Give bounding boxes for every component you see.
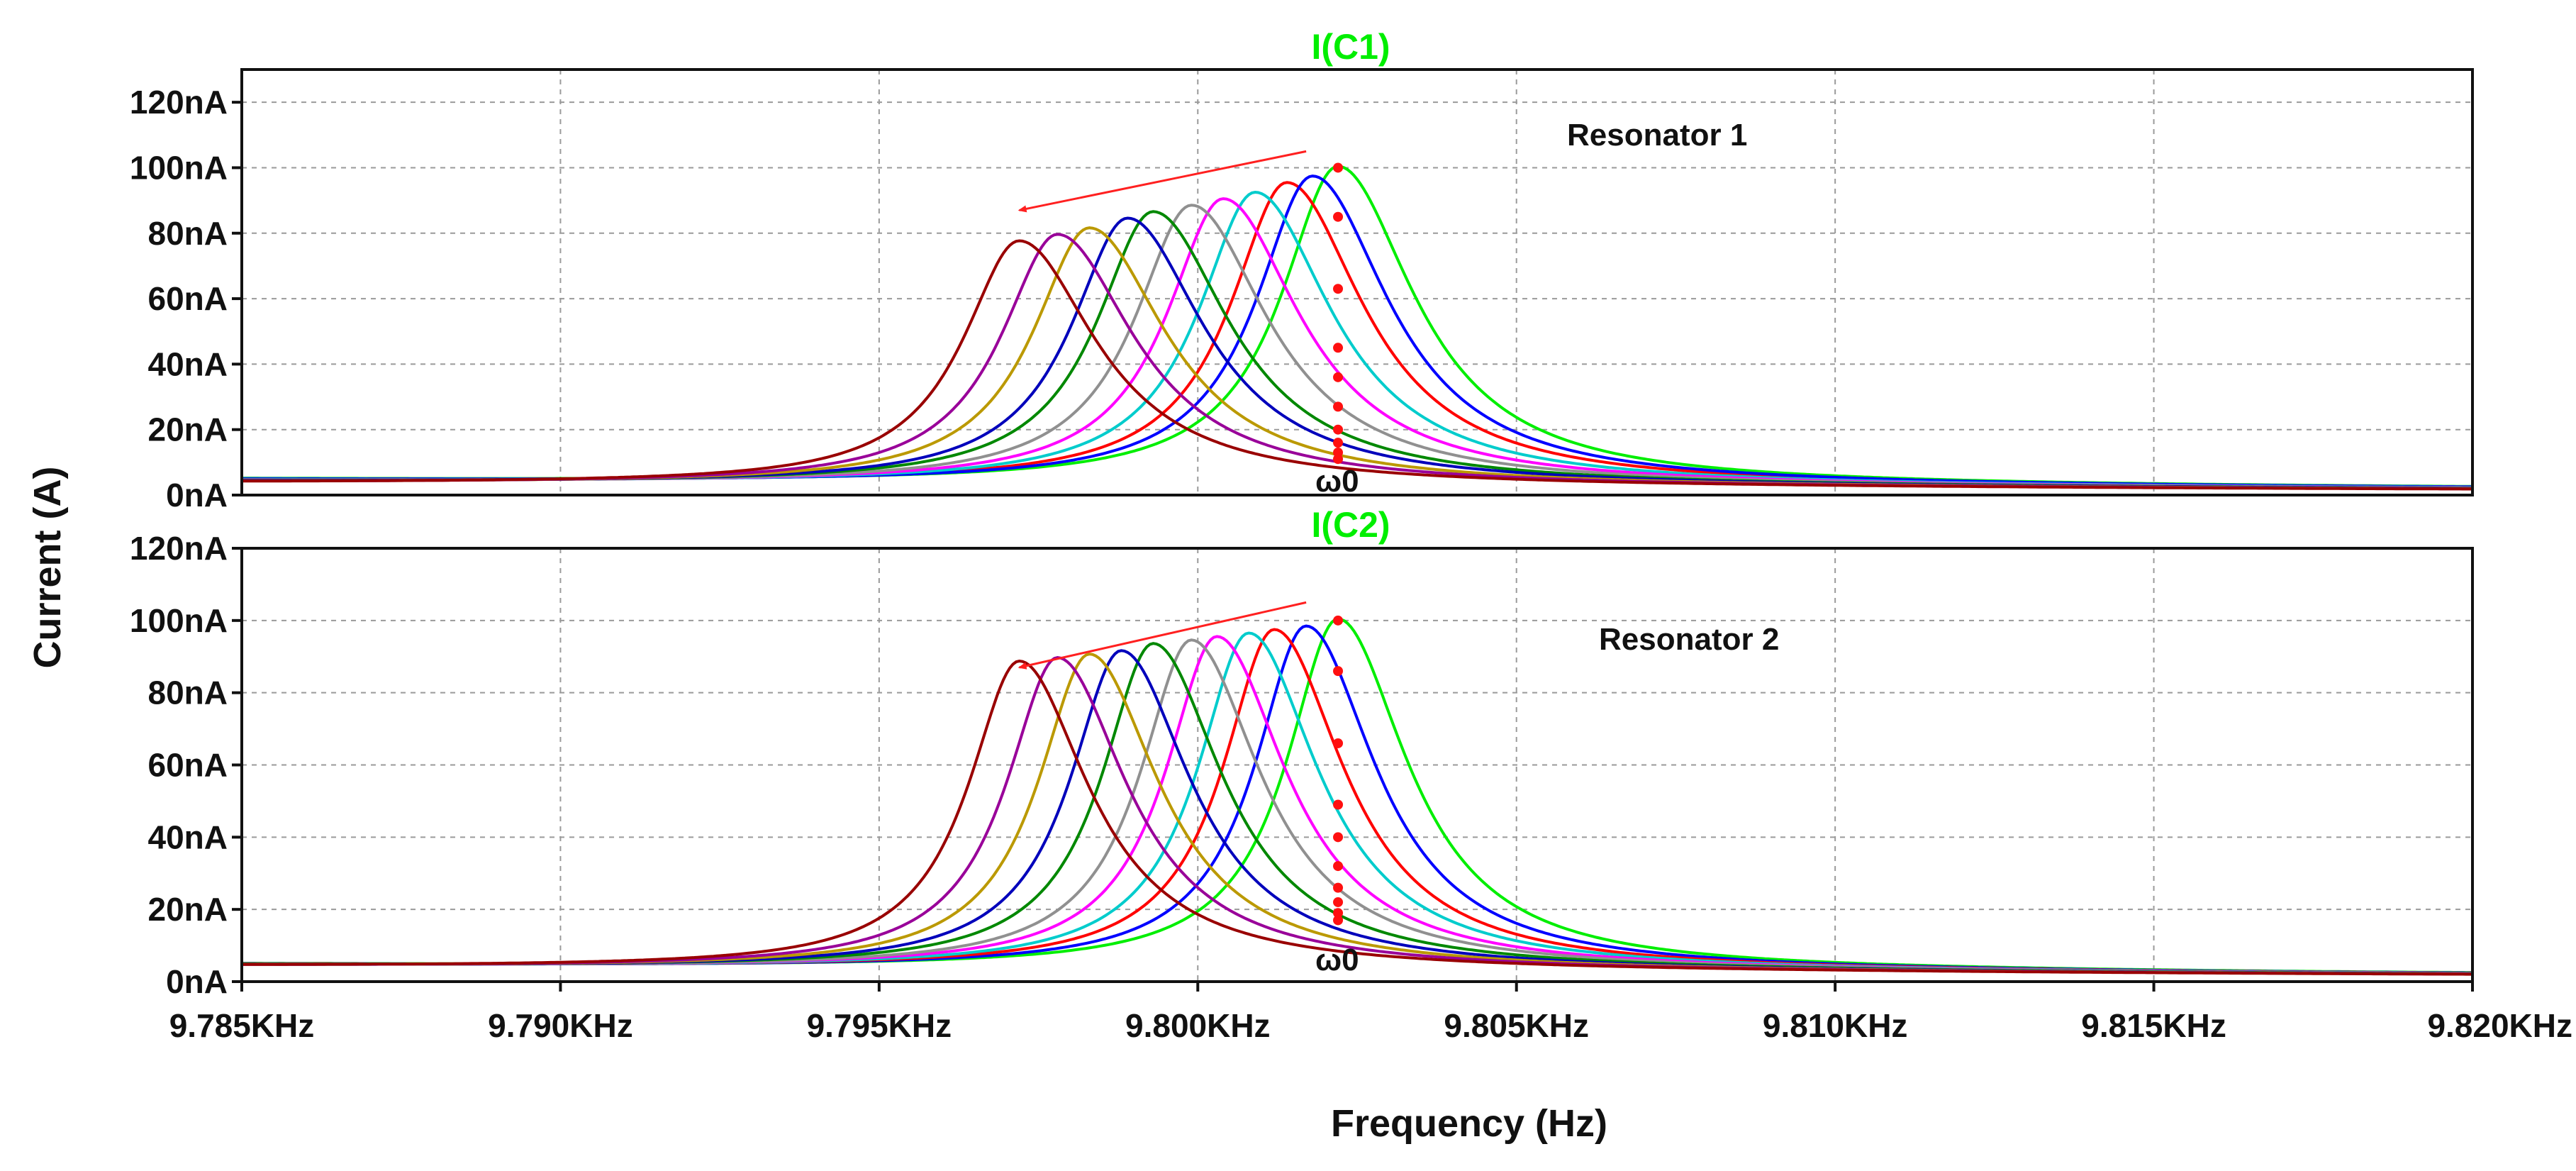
series-line [242,204,2472,489]
x-tick-label: 9.795KHz [807,1007,952,1044]
omega-marker-dot [1333,401,1344,412]
y-tick-label: 100nA [130,602,228,639]
y-tick-label: 80nA [148,675,228,711]
omega-marker-dot [1333,832,1344,843]
bottom-grid [241,548,2473,982]
x-tick-label: 9.820KHz [2427,1007,2572,1044]
y-tick-label: 60nA [148,747,228,784]
omega-marker-dot [1333,738,1344,748]
y-tick-label: 60nA [148,280,228,317]
top-plot-frame [240,68,2474,496]
top-omega-label: ω0 [1315,464,1359,499]
omega-marker-dot [1333,897,1344,907]
bottom-omega-label: ω0 [1315,943,1359,977]
bottom-y-axis: 0nA 20nA 40nA 60nA 80nA 100nA 120nA [130,530,242,1000]
y-tick-label: 80nA [148,215,228,252]
omega-marker-dot [1333,343,1344,353]
y-tick-label: 120nA [130,530,228,567]
omega-marker-dot [1333,666,1344,677]
y-tick-label: 20nA [148,411,228,448]
omega-marker-dot [1333,799,1344,810]
bottom-marker-dots [1333,615,1344,926]
y-axis-label: Current (A) [26,467,69,669]
y-tick-label: 0nA [166,477,228,514]
bottom-resonator-annotation: Resonator 2 [1599,622,1779,657]
series-line [242,181,2472,489]
series-line [242,197,2472,489]
x-axis: 9.785KHz 9.790KHz 9.795KHz 9.800KHz 9.805KHz… [169,982,2572,1044]
omega-marker-dot [1333,454,1344,465]
omega-marker-dot [1333,284,1344,294]
panel-resonator-2: 0nA 20nA 40nA 60nA 80nA 100nA 120nA I(C2) Reso… [130,505,2474,1000]
x-tick-label: 9.815KHz [2081,1007,2226,1044]
x-tick-label: 9.805KHz [1444,1007,1589,1044]
series-line [242,653,2472,976]
series-line [242,628,2472,975]
top-y-axis: 0nA 20nA 40nA 60nA 80nA 100nA 120nA [130,84,242,514]
y-tick-label: 20nA [148,891,228,928]
omega-marker-dot [1333,915,1344,926]
top-resonator-annotation: Resonator 1 [1567,118,1747,152]
y-tick-label: 120nA [130,84,228,121]
top-series-group [242,165,2472,491]
bottom-series-group [242,617,2472,976]
top-panel-title: I(C1) [1311,27,1390,67]
top-grid [241,70,2473,496]
series-line [242,210,2472,490]
omega-marker-dot [1333,162,1344,173]
series-line [242,233,2472,491]
y-tick-label: 0nA [166,963,228,1000]
x-tick-label: 9.785KHz [169,1007,315,1044]
series-line [242,649,2472,975]
top-shift-arrow [1017,150,1307,213]
omega-marker-dot [1333,424,1344,435]
bottom-panel-title: I(C2) [1311,505,1390,545]
omega-marker-dot [1333,211,1344,222]
series-line [242,659,2472,976]
omega-marker-dot [1333,882,1344,893]
y-tick-label: 40nA [148,818,228,855]
y-tick-label: 100nA [130,149,228,186]
x-tick-label: 9.810KHz [1763,1007,1908,1044]
y-tick-label: 40nA [148,345,228,382]
x-tick-label: 9.800KHz [1125,1007,1271,1044]
omega-marker-dot [1333,908,1344,919]
top-marker-dots [1333,162,1344,465]
omega-marker-dot [1333,438,1344,448]
omega-marker-dot [1333,372,1344,382]
panel-resonator-1: 0nA 20nA 40nA 60nA 80nA 100nA 120nA I(C1) Reso… [130,27,2474,514]
series-line [242,239,2472,491]
bottom-shift-arrow [1017,601,1307,670]
omega-marker-dot [1333,861,1344,872]
omega-marker-dot [1333,615,1344,626]
x-axis-label: Frequency (Hz) [1331,1102,1607,1145]
series-line [242,656,2472,976]
x-tick-label: 9.790KHz [488,1007,633,1044]
